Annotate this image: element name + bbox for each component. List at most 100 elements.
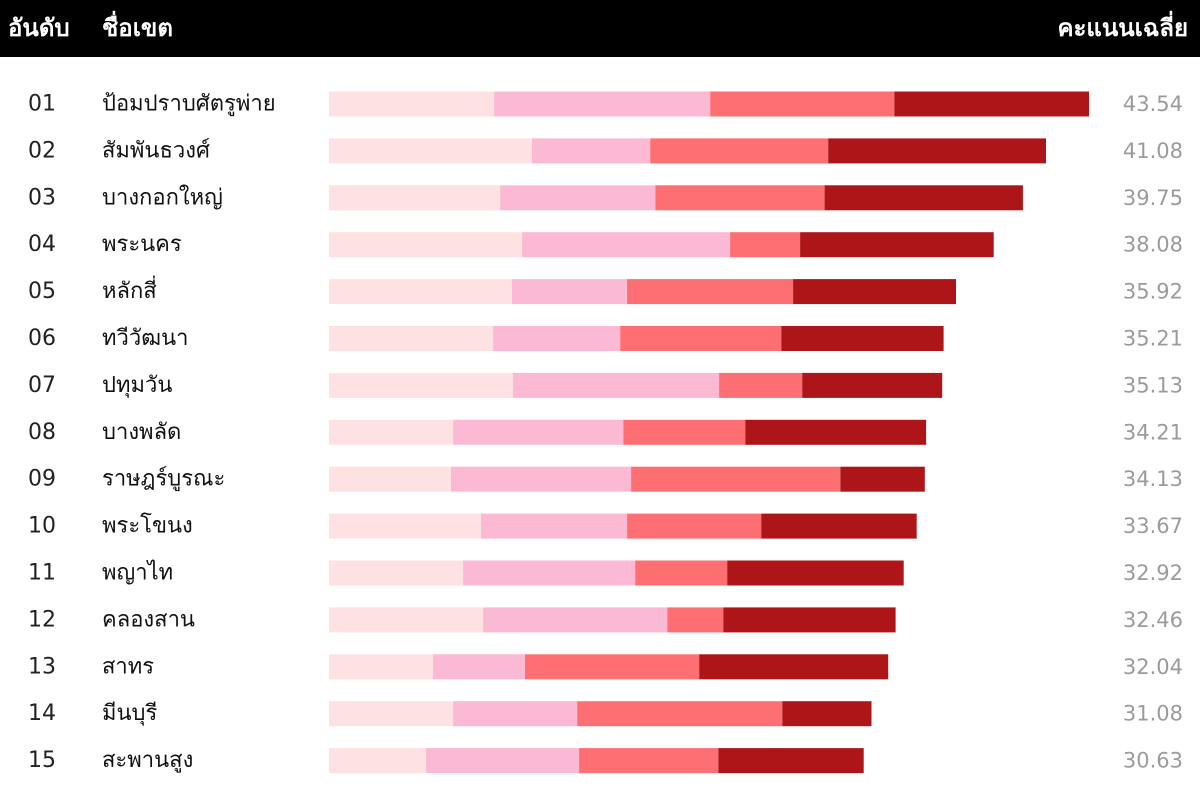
bar-segment-4 bbox=[761, 513, 917, 539]
rank-label: 14 bbox=[28, 701, 56, 726]
bar-segment-1 bbox=[329, 91, 495, 117]
bar-segment-2 bbox=[463, 560, 636, 586]
bar-row: 12 คลองสาน 32.46 bbox=[28, 607, 1183, 633]
average-score-label: 31.08 bbox=[1123, 702, 1183, 726]
district-name: สัมพันธวงศ์ bbox=[102, 138, 210, 163]
bar-segment-4 bbox=[828, 138, 1046, 164]
bar-row: 02 สัมพันธวงศ์ 41.08 bbox=[28, 138, 1183, 164]
bar-row: 14 มีนบุรี 31.08 bbox=[28, 701, 1183, 727]
bar-row: 07 ปทุมวัน 35.13 bbox=[28, 372, 1183, 398]
bar-row: 13 สาทร 32.04 bbox=[28, 654, 1183, 680]
bar-segment-2 bbox=[494, 91, 711, 117]
bar-segment-4 bbox=[793, 279, 956, 305]
district-name: ทวีวัฒนา bbox=[102, 326, 188, 351]
district-name: มีนบุรี bbox=[102, 701, 158, 726]
district-name: พญาไท bbox=[102, 560, 173, 586]
bar-segment-2 bbox=[522, 232, 731, 258]
bar-segment-1 bbox=[329, 607, 484, 633]
bar-segment-1 bbox=[329, 326, 494, 351]
bar-segment-4 bbox=[699, 654, 889, 680]
rank-label: 15 bbox=[28, 748, 56, 773]
bar-segment-3 bbox=[627, 513, 762, 539]
bar-row: 10 พระโขนง 33.67 bbox=[28, 513, 1183, 539]
bar-segment-1 bbox=[329, 372, 513, 398]
bar-segment-1 bbox=[329, 185, 501, 211]
bar-segment-3 bbox=[579, 748, 719, 774]
bar-segment-2 bbox=[451, 466, 632, 492]
average-score-label: 35.92 bbox=[1123, 280, 1183, 304]
district-name: บางกอกใหญ่ bbox=[102, 184, 223, 210]
bar-segment-1 bbox=[329, 232, 523, 258]
bar-row: 03 บางกอกใหญ่ 39.75 bbox=[28, 184, 1183, 211]
district-name: สาทร bbox=[102, 654, 154, 679]
average-score-label: 32.46 bbox=[1123, 608, 1183, 632]
rank-label: 12 bbox=[28, 607, 56, 632]
bar-segment-3 bbox=[577, 701, 783, 727]
bar-segment-2 bbox=[500, 185, 656, 211]
bar-segment-1 bbox=[329, 466, 451, 492]
bar-segment-3 bbox=[620, 326, 782, 351]
bar-segment-4 bbox=[840, 466, 925, 492]
district-name: พระโขนง bbox=[102, 513, 193, 539]
district-name: คลองสาน bbox=[102, 607, 195, 632]
bar-segment-4 bbox=[894, 91, 1089, 117]
average-score-label: 34.21 bbox=[1123, 420, 1183, 444]
bar-segment-1 bbox=[329, 513, 481, 539]
name-column-header: ชื่อเขต bbox=[102, 14, 173, 42]
bar-segment-4 bbox=[802, 372, 943, 398]
district-name: ป้อมปราบศัตรูพ่าย bbox=[102, 92, 276, 117]
bar-row: 06 ทวีวัฒนา 35.21 bbox=[28, 326, 1183, 351]
bar-segment-3 bbox=[525, 654, 700, 680]
bar-segment-2 bbox=[493, 326, 621, 351]
average-score-label: 35.21 bbox=[1123, 327, 1183, 351]
bar-row: 05 หลักสี่ 35.92 bbox=[28, 275, 1183, 305]
rank-column-header: อันดับ bbox=[8, 14, 70, 42]
district-name: หลักสี่ bbox=[102, 275, 157, 304]
bar-segment-3 bbox=[710, 91, 895, 117]
score-column-header: คะแนนเฉลี่ย bbox=[1057, 14, 1188, 42]
rank-label: 08 bbox=[28, 420, 56, 445]
bar-segment-1 bbox=[329, 419, 454, 445]
bar-segment-2 bbox=[483, 607, 668, 633]
rank-label: 05 bbox=[28, 279, 56, 304]
average-score-label: 39.75 bbox=[1123, 186, 1183, 210]
district-name: พระนคร bbox=[102, 232, 182, 257]
average-score-label: 32.92 bbox=[1123, 561, 1183, 585]
rank-label: 11 bbox=[28, 561, 56, 586]
bar-segment-1 bbox=[329, 654, 433, 680]
bar-segment-2 bbox=[481, 513, 628, 539]
bar-segment-4 bbox=[824, 185, 1023, 211]
bar-segment-1 bbox=[329, 560, 464, 586]
average-score-label: 30.63 bbox=[1123, 749, 1183, 773]
average-score-label: 33.67 bbox=[1123, 514, 1183, 538]
bar-segment-4 bbox=[745, 419, 927, 445]
average-score-label: 38.08 bbox=[1123, 233, 1183, 257]
average-score-label: 41.08 bbox=[1123, 139, 1183, 163]
bar-segment-3 bbox=[719, 372, 803, 398]
bar-segment-1 bbox=[329, 748, 427, 774]
bar-segment-1 bbox=[329, 701, 454, 727]
bar-segment-3 bbox=[623, 419, 746, 445]
bar-segment-3 bbox=[627, 279, 794, 305]
bar-segment-4 bbox=[718, 748, 864, 774]
bar-segment-2 bbox=[433, 654, 525, 680]
rank-label: 02 bbox=[28, 138, 56, 163]
bar-row: 09 ราษฎร์บูรณะ 34.13 bbox=[28, 466, 1183, 492]
bar-segment-3 bbox=[650, 138, 829, 164]
bar-segment-3 bbox=[631, 466, 841, 492]
bar-segment-4 bbox=[727, 560, 904, 586]
average-score-label: 32.04 bbox=[1123, 655, 1183, 679]
average-score-label: 43.54 bbox=[1123, 92, 1183, 116]
bar-segment-4 bbox=[782, 701, 872, 727]
rank-label: 03 bbox=[28, 185, 56, 210]
rank-label: 13 bbox=[28, 654, 56, 679]
average-score-label: 35.13 bbox=[1123, 373, 1183, 397]
district-name: สะพานสูง bbox=[102, 748, 193, 773]
rank-label: 01 bbox=[28, 92, 56, 117]
district-name: บางพลัด bbox=[102, 420, 181, 445]
district-name: ราษฎร์บูรณะ bbox=[102, 467, 225, 492]
rank-label: 09 bbox=[28, 467, 56, 492]
bar-segment-3 bbox=[667, 607, 724, 633]
rank-label: 06 bbox=[28, 326, 56, 351]
